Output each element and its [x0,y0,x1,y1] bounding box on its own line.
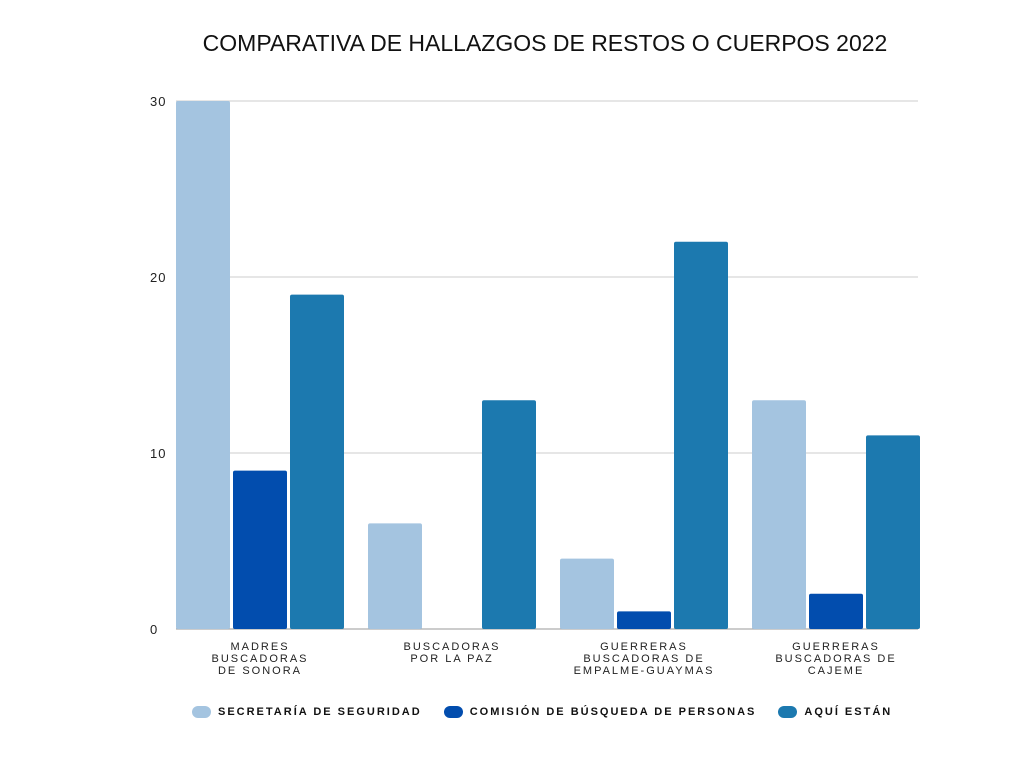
y-tick-label: 0 [150,622,158,637]
y-tick-label: 20 [150,270,166,285]
x-tick-label: BUSCADORAS DE [775,653,896,665]
bar [368,523,422,629]
x-tick-label: BUSCADORAS [211,653,308,665]
x-tick-label: GUERRERAS [600,641,688,653]
legend-swatch [778,706,798,718]
bar [290,294,344,629]
chart-title: COMPARATIVA DE HALLAZGOS DE RESTOS O CUE… [202,30,888,56]
legend-item: AQUÍ ESTÁN [778,706,892,718]
legend-swatch [443,706,463,718]
bar [809,593,863,629]
bar [866,435,920,629]
x-tick-label: DE SONORA [218,665,302,677]
bar [617,611,671,629]
y-tick-label: 10 [150,446,166,461]
x-tick-label: EMPALME-GUAYMAS [574,665,715,677]
bar [674,241,728,630]
y-tick-label: 30 [150,94,166,109]
x-tick-label: MADRES [230,641,289,653]
legend-label: SECRETARÍA DE SEGURIDAD [218,706,422,718]
x-tick-label: GUERRERAS [792,641,880,653]
x-tick-label: BUSCADORAS [403,641,500,653]
legend-item: COMISIÓN DE BÚSQUEDA DE PERSONAS [443,706,757,718]
legend-item: SECRETARÍA DE SEGURIDAD [192,706,422,718]
bar [176,101,230,629]
legend-label: COMISIÓN DE BÚSQUEDA DE PERSONAS [469,706,757,718]
bar [560,558,614,629]
legend-label: AQUÍ ESTÁN [804,706,893,718]
legend-swatch [192,706,211,718]
bar [752,400,806,629]
x-tick-label: BUSCADORAS DE [583,653,704,665]
x-tick-label: POR LA PAZ [410,653,493,665]
legend: SECRETARÍA DE SEGURIDAD COMISIÓN DE BÚSQU… [192,706,914,718]
bar [482,400,536,629]
x-tick-label: CAJEME [808,665,865,677]
bar [233,470,287,629]
